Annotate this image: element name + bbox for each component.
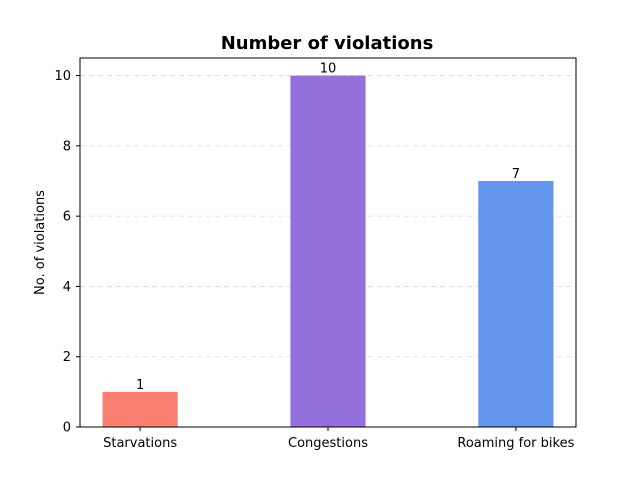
x-axis-ticks: Starvations Congestions Roaming for bikes xyxy=(103,427,575,451)
bar-congestions xyxy=(290,75,366,428)
bar-starvations xyxy=(102,391,178,427)
x-tick-label: Roaming for bikes xyxy=(457,436,574,451)
data-label: 10 xyxy=(320,62,337,77)
x-tick-label: Starvations xyxy=(103,436,177,451)
data-label: 7 xyxy=(512,167,520,182)
x-tick-label: Congestions xyxy=(288,436,368,451)
y-tick-label: 6 xyxy=(63,210,71,225)
y-axis-label: No. of violations xyxy=(33,190,48,295)
data-label: 1 xyxy=(136,378,144,393)
chart-title: Number of violations xyxy=(221,33,434,54)
bar-roaming-for-bikes xyxy=(478,181,554,427)
y-tick-label: 4 xyxy=(63,280,71,295)
y-tick-label: 2 xyxy=(63,350,71,365)
y-tick-label: 0 xyxy=(63,421,71,436)
bars xyxy=(102,75,554,428)
data-labels: 1 10 7 xyxy=(136,62,520,393)
y-tick-label: 8 xyxy=(63,139,71,154)
y-axis-ticks: 0 2 4 6 8 10 xyxy=(54,69,80,436)
y-tick-label: 10 xyxy=(54,69,71,84)
